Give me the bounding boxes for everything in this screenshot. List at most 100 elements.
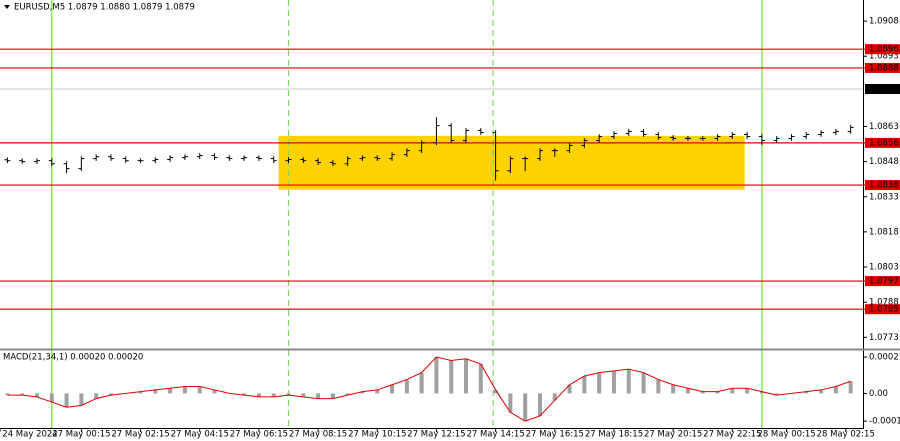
x-tick-label: 28 May 00:15 xyxy=(757,430,815,440)
level-label-box xyxy=(865,276,900,287)
level-label-box xyxy=(865,304,900,315)
level-label-box xyxy=(865,137,900,148)
x-tick-label: 27 May 06:15 xyxy=(230,430,288,440)
y-tick-label: 1.0788 xyxy=(869,298,899,308)
histogram-bar xyxy=(94,393,99,399)
level-label: 1.0797 xyxy=(869,277,899,287)
histogram-bar xyxy=(49,393,54,403)
histogram-bar xyxy=(804,391,809,394)
level-label: 1.0785 xyxy=(869,305,899,315)
last-price-box xyxy=(865,84,900,95)
histogram-bar xyxy=(242,393,247,396)
x-tick-label: 27 May 04:15 xyxy=(171,430,229,440)
histogram-bar xyxy=(715,391,720,394)
x-tick-label: 27 May 14:15 xyxy=(466,430,524,440)
x-tick-label: 24 May 2024 xyxy=(2,430,57,440)
histogram-bar xyxy=(79,393,84,406)
x-tick-label: 27 May 02:15 xyxy=(111,430,169,440)
histogram-bar xyxy=(493,389,498,394)
chart-header: EURUSD,M5 1.0879 1.0880 1.0879 1.0879 xyxy=(14,3,195,13)
histogram-bar xyxy=(449,360,454,394)
histogram-bar xyxy=(256,393,261,397)
y-tick-label: 1.0803 xyxy=(869,263,899,273)
y-tick-label: 1.0818 xyxy=(869,227,899,237)
x-tick-label: 28 May 02:15 xyxy=(817,430,875,440)
histogram-bar xyxy=(730,388,735,394)
histogram-bar xyxy=(5,393,10,396)
histogram-bar xyxy=(212,389,217,394)
level-label: 1.0856 xyxy=(869,138,899,148)
histogram-bar xyxy=(390,384,395,394)
histogram-bar xyxy=(345,393,350,396)
histogram-bar xyxy=(404,379,409,394)
y-tick-label: 1.0863 xyxy=(869,122,899,132)
histogram-bar xyxy=(582,376,587,394)
y-tick-label: -0.00016 xyxy=(869,417,900,427)
histogram-bar xyxy=(508,393,513,413)
histogram-bar xyxy=(745,388,750,394)
histogram-bar xyxy=(611,370,616,394)
y-tick-label: 1.0773 xyxy=(869,333,899,343)
y-tick-label: 1.0833 xyxy=(869,192,899,202)
level-label: 1.0896 xyxy=(869,45,899,55)
y-tick-label: 0.00021 xyxy=(869,353,900,363)
histogram-bar xyxy=(330,393,335,399)
x-tick-label: 27 May 08:15 xyxy=(289,430,347,440)
histogram-bar xyxy=(537,393,542,416)
histogram-bar xyxy=(685,388,690,394)
histogram-bar xyxy=(819,389,824,394)
histogram-bar xyxy=(286,393,291,396)
histogram-bar xyxy=(108,393,113,396)
level-label-box xyxy=(865,44,900,55)
histogram-bar xyxy=(182,386,187,394)
histogram-bar xyxy=(20,393,25,396)
histogram-bar xyxy=(271,393,276,397)
histogram-bar xyxy=(523,393,528,422)
histogram-bar xyxy=(626,369,631,394)
histogram-bar xyxy=(34,393,39,397)
histogram-bar xyxy=(464,358,469,394)
histogram-bar xyxy=(700,391,705,394)
x-tick-label: 27 May 10:15 xyxy=(348,430,406,440)
signal-line xyxy=(7,356,851,422)
histogram-bar xyxy=(597,372,602,394)
histogram-bar xyxy=(301,393,306,397)
last-price-label: 1.0879 xyxy=(869,85,899,95)
x-tick-label: 27 May 16:15 xyxy=(526,430,584,440)
x-tick-label: 27 May 12:15 xyxy=(407,430,465,440)
x-tick-label: 27 May 20:15 xyxy=(644,430,702,440)
x-tick-label: 27 May 00:15 xyxy=(52,430,110,440)
histogram-bar xyxy=(567,384,572,394)
histogram-bar xyxy=(434,357,439,394)
y-tick-label: 1.0908 xyxy=(869,17,899,27)
level-label-box xyxy=(865,62,900,73)
y-tick-label: 1.0848 xyxy=(869,157,899,167)
histogram-bar xyxy=(671,384,676,394)
histogram-bar xyxy=(774,393,779,396)
histogram-bar xyxy=(419,372,424,394)
histogram-bar xyxy=(478,363,483,394)
histogram-bar xyxy=(656,379,661,394)
histogram-bar xyxy=(64,393,69,408)
menu-arrow xyxy=(4,5,10,9)
y-tick-label: 1.0893 xyxy=(869,52,899,62)
histogram-bar xyxy=(168,388,173,394)
level-label-box xyxy=(865,180,900,191)
histogram-bar xyxy=(138,391,143,394)
macd-header: MACD(21,34,1) 0.00020 0.00020 xyxy=(3,353,143,363)
histogram-bar xyxy=(552,393,557,401)
histogram-bar xyxy=(197,386,202,394)
x-tick-label: 27 May 22:15 xyxy=(703,430,761,440)
y-tick-label: 0.00 xyxy=(869,389,888,399)
zone xyxy=(278,135,745,190)
histogram-bar xyxy=(641,372,646,394)
histogram-bar xyxy=(759,391,764,394)
histogram-bar xyxy=(316,393,321,399)
histogram-bar xyxy=(848,381,853,394)
x-tick-label: 27 May 18:15 xyxy=(585,430,643,440)
level-label: 1.0838 xyxy=(869,181,899,191)
histogram-bar xyxy=(833,386,838,394)
level-label: 1.0888 xyxy=(869,63,899,73)
